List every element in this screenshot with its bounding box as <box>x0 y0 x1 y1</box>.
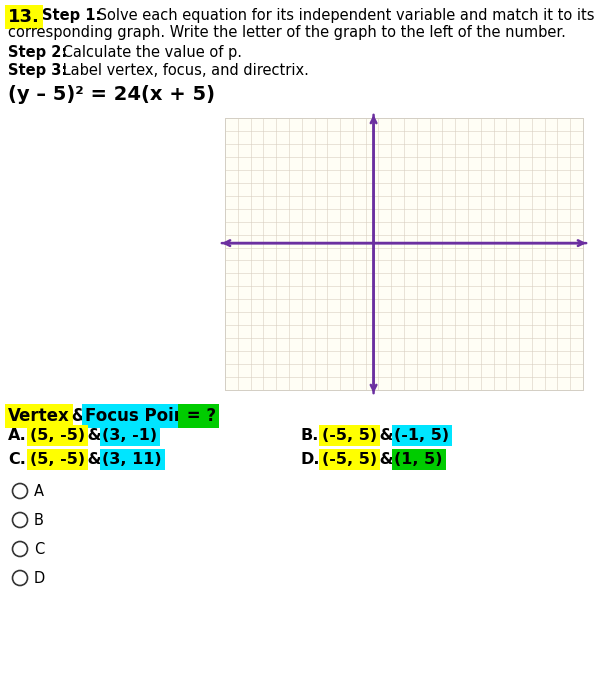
Text: D: D <box>34 571 45 586</box>
Text: C.: C. <box>8 452 26 467</box>
Text: Step 1:: Step 1: <box>42 8 101 23</box>
Text: = ?: = ? <box>181 407 216 425</box>
Circle shape <box>13 512 27 527</box>
Circle shape <box>13 484 27 499</box>
Text: A: A <box>34 484 44 499</box>
Text: Step 2:: Step 2: <box>8 45 67 60</box>
Text: 13.: 13. <box>8 8 40 26</box>
Text: Vertex: Vertex <box>8 407 70 425</box>
Text: (5, -5): (5, -5) <box>30 452 85 467</box>
Text: corresponding graph. Write the letter of the graph to the left of the number.: corresponding graph. Write the letter of… <box>8 25 566 40</box>
Text: (3, 11): (3, 11) <box>102 452 162 467</box>
Text: (y – 5)² = 24(x + 5): (y – 5)² = 24(x + 5) <box>8 85 215 104</box>
Text: Focus Point: Focus Point <box>85 407 193 425</box>
Text: B.: B. <box>300 428 318 443</box>
Text: Solve each equation for its independent variable and match it to its: Solve each equation for its independent … <box>93 8 594 23</box>
Text: (-1, 5): (-1, 5) <box>395 428 450 443</box>
Text: Calculate the value of p.: Calculate the value of p. <box>58 45 242 60</box>
Text: (3, -1): (3, -1) <box>102 428 158 443</box>
Text: &: & <box>82 428 108 443</box>
Text: D.: D. <box>300 452 319 467</box>
Text: (-5, 5): (-5, 5) <box>322 452 377 467</box>
Text: A.: A. <box>8 428 27 443</box>
Text: &: & <box>375 452 399 467</box>
Circle shape <box>13 542 27 557</box>
Text: &: & <box>82 452 108 467</box>
Bar <box>225 118 583 390</box>
Text: (1, 5): (1, 5) <box>395 452 443 467</box>
Text: B: B <box>34 513 44 528</box>
Text: &: & <box>375 428 399 443</box>
Text: (-5, 5): (-5, 5) <box>322 428 377 443</box>
Text: &: & <box>66 407 92 425</box>
Text: Label vertex, focus, and directrix.: Label vertex, focus, and directrix. <box>58 63 309 78</box>
Text: Step 3:: Step 3: <box>8 63 67 78</box>
Text: C: C <box>34 542 44 557</box>
Circle shape <box>13 570 27 585</box>
Text: (5, -5): (5, -5) <box>30 428 85 443</box>
